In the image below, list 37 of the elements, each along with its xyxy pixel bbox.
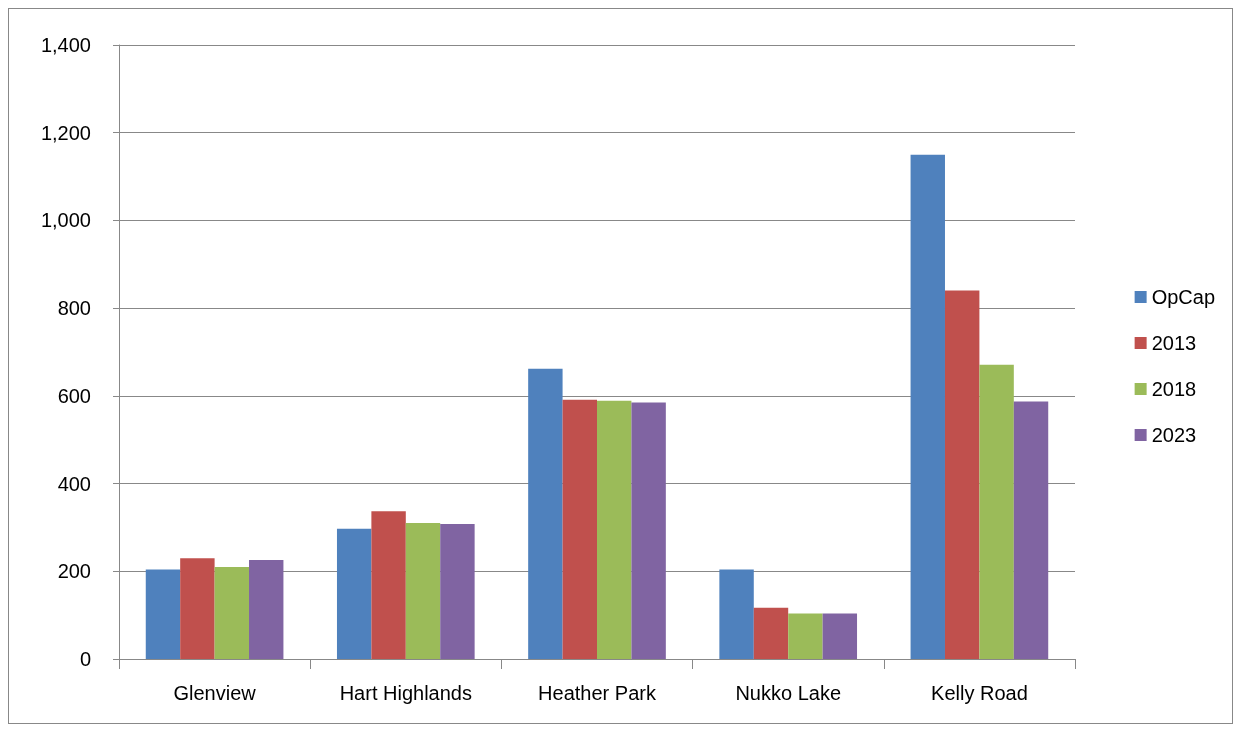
y-tick-label: 800 (57, 297, 91, 320)
y-tick-label: 0 (79, 648, 91, 670)
legend-label: 2023 (1151, 424, 1197, 446)
bar (180, 558, 215, 659)
bar (1013, 401, 1049, 659)
y-tick-label: 400 (57, 472, 91, 495)
x-tick-label: Heather Park (538, 682, 657, 704)
x-tick-label: Hart Highlands (339, 682, 472, 704)
y-tick-label: 1,400 (40, 34, 91, 56)
bar (979, 364, 1014, 659)
bar (719, 569, 754, 659)
bar (405, 523, 441, 659)
bar (597, 400, 632, 659)
bar (910, 154, 945, 659)
x-tick-label: Nukko Lake (735, 682, 842, 704)
bar (214, 566, 250, 659)
y-tick-label: 1,200 (40, 121, 91, 144)
y-tick-label: 600 (57, 384, 91, 407)
bar (528, 368, 563, 659)
bar (631, 402, 666, 659)
bar (249, 559, 284, 659)
bar (562, 399, 597, 659)
x-tick-label: Glenview (173, 682, 257, 704)
legend-label: 2013 (1151, 332, 1197, 354)
bar (788, 613, 823, 659)
bar (440, 523, 475, 659)
bar (944, 290, 980, 659)
bar (822, 613, 858, 659)
bar (336, 528, 372, 659)
bar (145, 569, 181, 659)
bar (753, 607, 789, 659)
bar (371, 511, 406, 659)
y-tick-label: 1,000 (40, 209, 91, 232)
y-tick-label: 200 (57, 560, 91, 583)
legend-label: 2018 (1151, 378, 1197, 400)
x-tick-label: Kelly Road (931, 682, 1028, 704)
legend-label: OpCap (1151, 286, 1216, 308)
